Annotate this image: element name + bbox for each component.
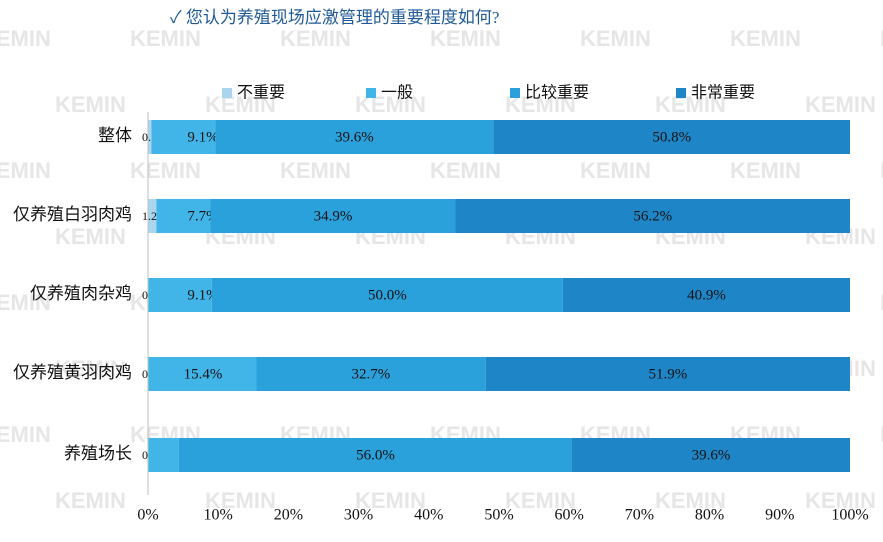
y-tick-label: 仅养殖白羽肉鸡	[13, 205, 132, 224]
x-tick-label: 50%	[484, 507, 513, 524]
bar-segment	[493, 120, 850, 154]
watermark: KEMIN	[0, 26, 51, 51]
watermark: KEMIN	[55, 488, 126, 513]
bar-segment	[562, 278, 850, 312]
watermark: KEMIN	[130, 158, 201, 183]
value-label: 9.1%	[187, 129, 218, 145]
watermark: KEMIN	[730, 158, 801, 183]
watermark: KEMIN	[430, 158, 501, 183]
legend-label: 非常重要	[691, 84, 755, 102]
bar-segment	[178, 438, 573, 472]
watermark: KEMIN	[55, 92, 126, 117]
legend-swatch	[510, 88, 520, 98]
watermark: KEMIN	[805, 92, 876, 117]
y-tick-label: 仅养殖黄羽肉鸡	[13, 363, 132, 382]
bar-segment	[148, 120, 152, 154]
watermark: KEMIN	[880, 26, 883, 51]
x-tick-label: 20%	[274, 507, 303, 524]
value-label: 9.1%	[187, 287, 218, 303]
chart-title: ✓ 您认为养殖现场应激管理的重要程度如何?	[170, 8, 499, 27]
bar-segment	[151, 120, 216, 154]
watermark: KEMIN	[655, 488, 726, 513]
x-tick-label: 10%	[204, 507, 233, 524]
bar-segment	[211, 278, 563, 312]
x-tick-label: 80%	[695, 507, 724, 524]
value-label: 39.6%	[335, 129, 374, 145]
legend-swatch	[366, 88, 376, 98]
watermark: KEMIN	[580, 158, 651, 183]
value-label: 15.4%	[184, 366, 223, 382]
value-label: 56.0%	[356, 447, 395, 463]
legend-label: 一般	[381, 84, 413, 102]
watermark: KEMIN	[805, 488, 876, 513]
value-label: 50.0%	[368, 287, 407, 303]
value-label: 56.2%	[633, 208, 672, 224]
bar-segment	[215, 120, 494, 154]
watermark: KEMIN	[280, 158, 351, 183]
bar-segment	[485, 357, 850, 391]
value-label: 39.6%	[692, 447, 731, 463]
legend-label: 不重要	[237, 84, 285, 102]
bar-segment	[455, 199, 850, 233]
x-tick-label: 30%	[344, 507, 373, 524]
value-label: 50.8%	[652, 129, 691, 145]
watermark: KEMIN	[880, 290, 883, 315]
x-tick-label: 90%	[765, 507, 794, 524]
watermark: KEMIN	[55, 356, 126, 381]
watermark: KEMIN	[505, 488, 576, 513]
x-tick-label: 0%	[137, 507, 158, 524]
bar-segment	[256, 357, 486, 391]
bar-segment	[148, 278, 212, 312]
y-tick-label: 仅养殖肉杂鸡	[30, 284, 132, 303]
bar-segment	[572, 438, 850, 472]
watermark: KEMIN	[205, 92, 276, 117]
x-tick-label: 100%	[831, 507, 868, 524]
x-tick-label: 40%	[414, 507, 443, 524]
legend-swatch	[222, 88, 232, 98]
watermark: KEMIN	[580, 26, 651, 51]
bar-segment	[210, 199, 456, 233]
bar-segment	[148, 357, 257, 391]
watermark: KEMIN	[880, 422, 883, 447]
bar-segment	[156, 199, 211, 233]
value-label: 40.9%	[687, 287, 726, 303]
watermark: KEMIN	[655, 92, 726, 117]
y-tick-label: 整体	[98, 126, 132, 145]
value-label: 51.9%	[648, 366, 687, 382]
watermark: KEMIN	[205, 488, 276, 513]
watermark: KEMIN	[280, 26, 351, 51]
y-tick-label: 养殖场长	[64, 444, 132, 463]
watermark: KEMIN	[55, 224, 126, 249]
x-tick-label: 60%	[555, 507, 584, 524]
watermark: KEMIN	[0, 290, 51, 315]
watermark: KEMIN	[730, 26, 801, 51]
legend-label: 比较重要	[525, 84, 589, 102]
watermark: KEMIN	[0, 422, 51, 447]
watermark: KEMIN	[0, 158, 51, 183]
bar-segment	[148, 199, 157, 233]
bar-segment	[148, 438, 179, 472]
x-tick-label: 70%	[625, 507, 654, 524]
watermark: KEMIN	[355, 488, 426, 513]
value-label: 34.9%	[314, 208, 353, 224]
watermark: KEMIN	[130, 26, 201, 51]
legend-swatch	[676, 88, 686, 98]
watermark: KEMIN	[880, 158, 883, 183]
value-label: 32.7%	[352, 366, 391, 382]
watermark: KEMIN	[430, 26, 501, 51]
